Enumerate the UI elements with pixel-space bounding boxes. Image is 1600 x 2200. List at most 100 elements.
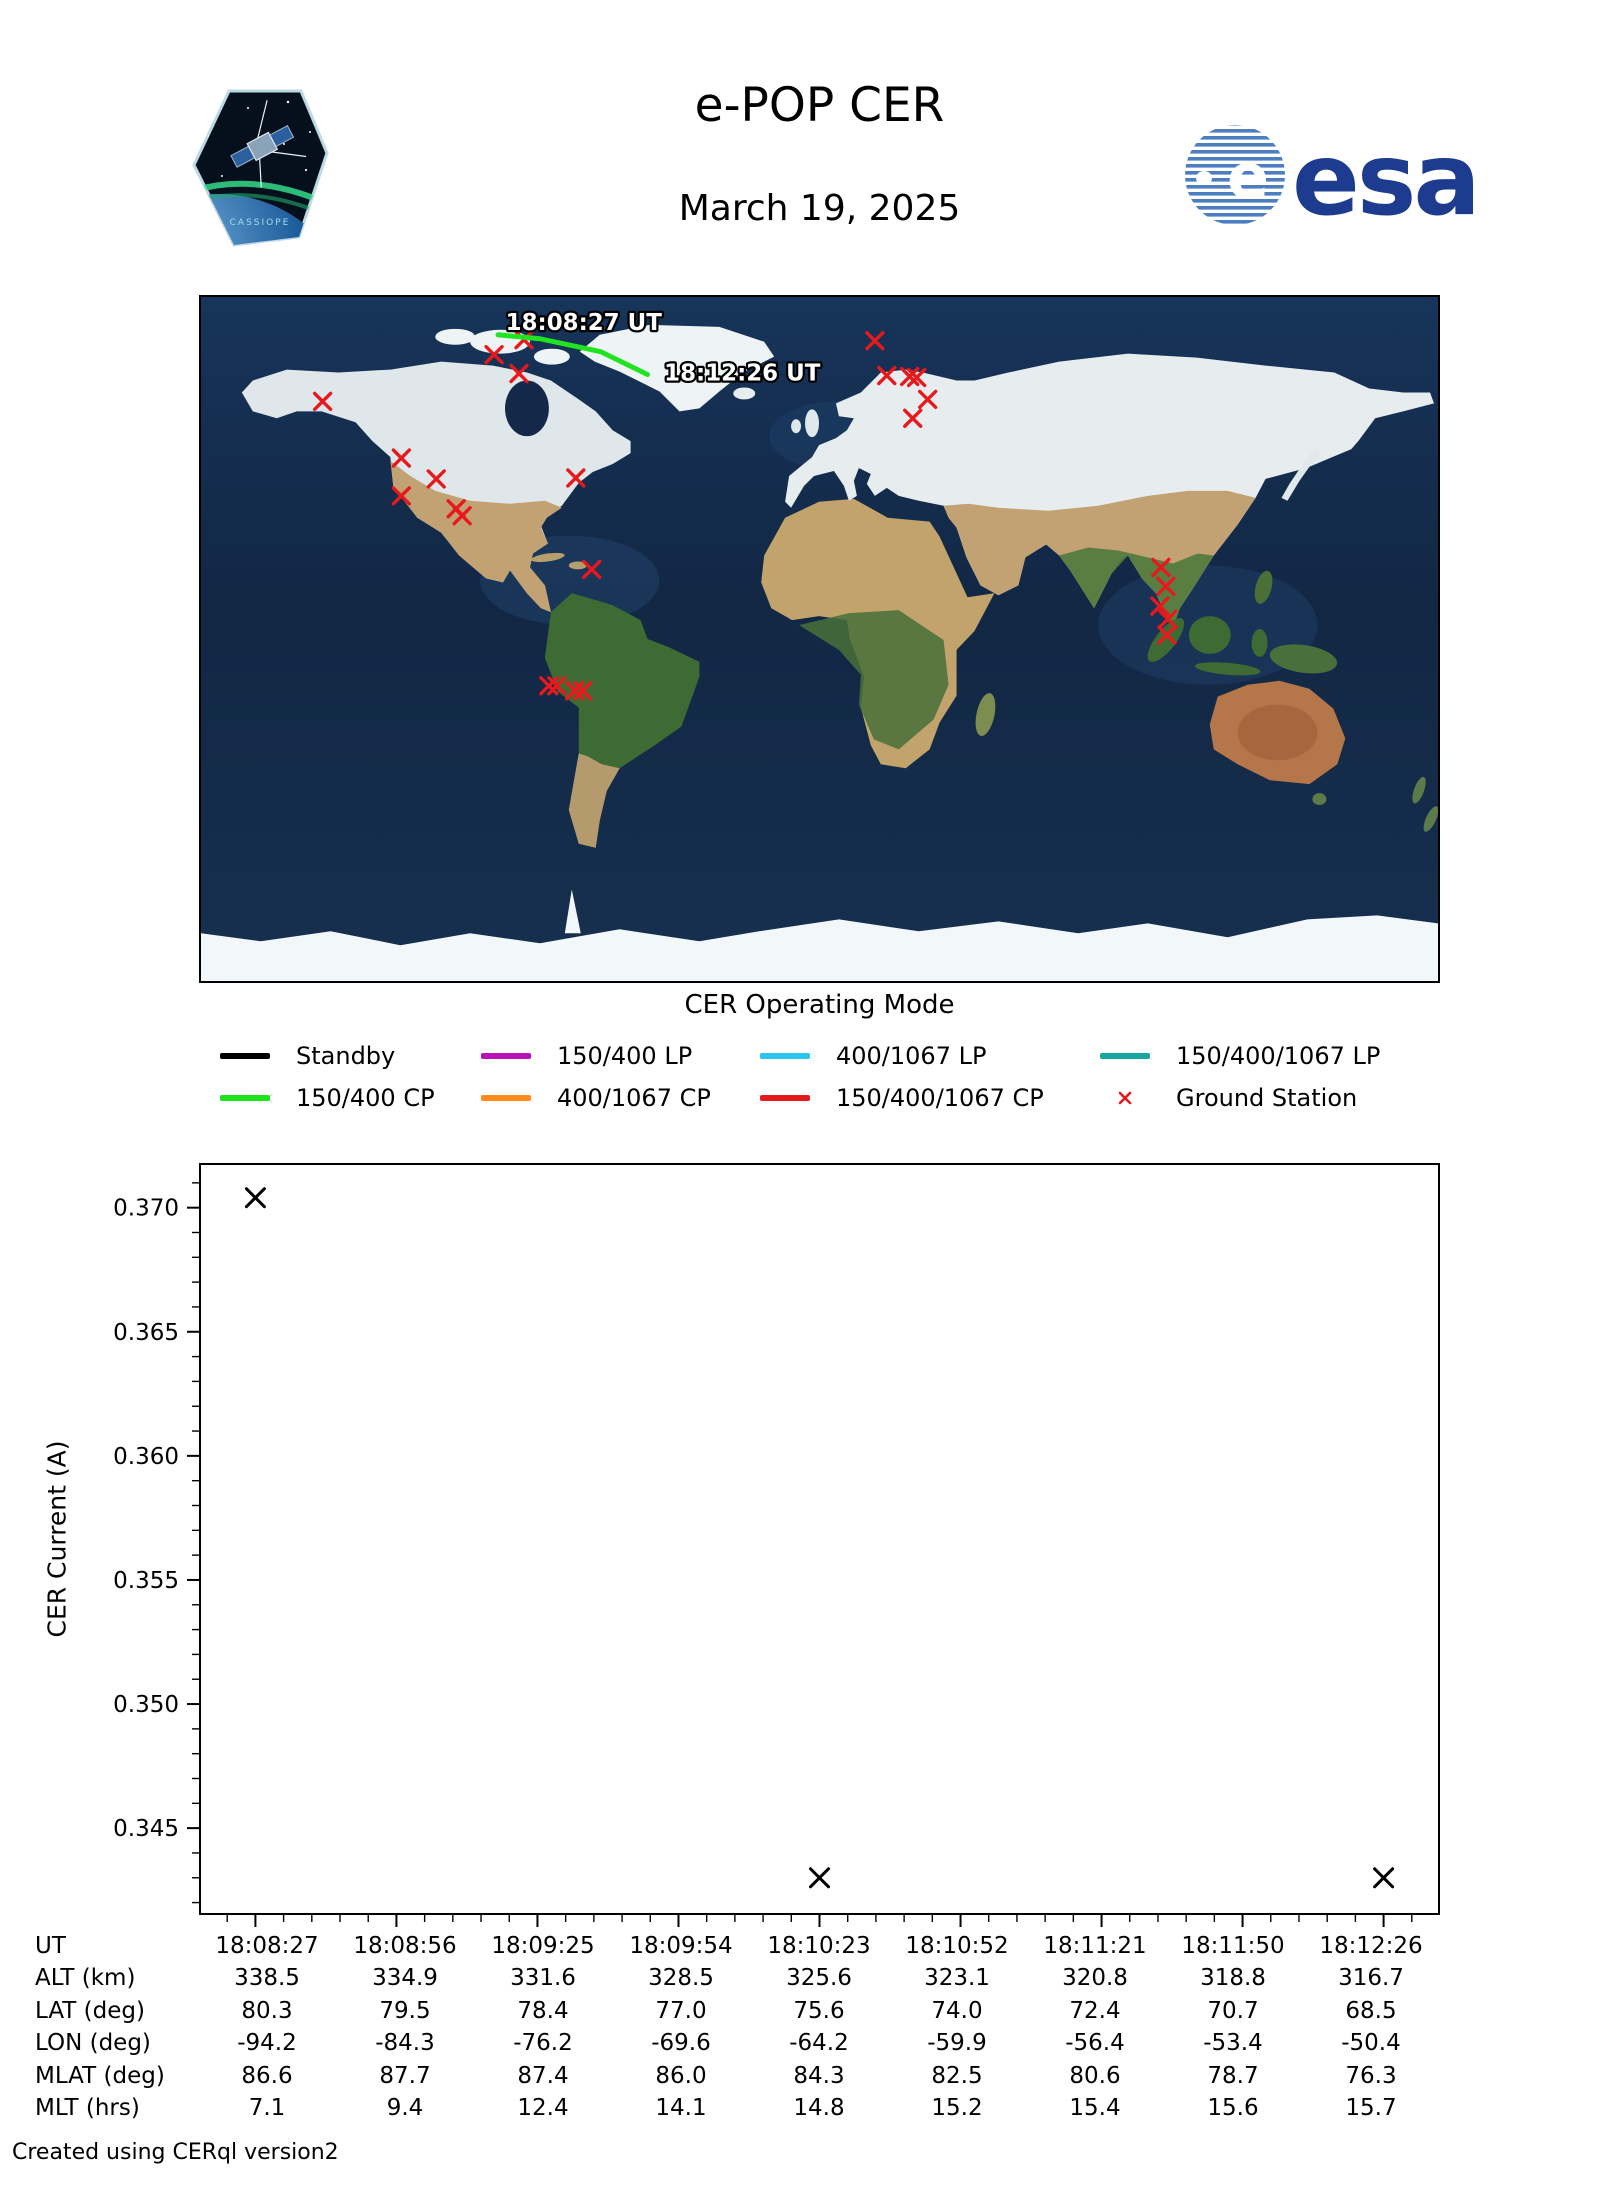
- sulawesi: [1251, 629, 1268, 657]
- ground-station-marker: [391, 448, 412, 468]
- table-row: UT 18:08:27 18:08:56 18:09:25 18:09:54 18:10:…: [35, 1930, 1440, 1962]
- page-title: e-POP CER: [694, 78, 945, 133]
- legend-item: 400/1067 CP: [481, 1083, 711, 1113]
- legend-line-swatch: [760, 1095, 810, 1101]
- table-cell: 14.8: [793, 2094, 845, 2121]
- legend-line-swatch: [220, 1095, 270, 1101]
- madagascar: [975, 693, 996, 737]
- legend-item-label: 400/1067 CP: [557, 1084, 711, 1112]
- table-cell: 18:10:23: [767, 1933, 871, 1959]
- table-cell: 74.0: [931, 1997, 983, 2024]
- greenland: [579, 324, 775, 412]
- table-cell: 76.3: [1345, 2062, 1397, 2089]
- table-cell: 18:08:27: [215, 1933, 319, 1959]
- satellite-track: [495, 332, 651, 378]
- table-cell: 82.5: [931, 2062, 983, 2089]
- legend-item: 150/400 CP: [220, 1083, 435, 1113]
- legend-x-marker: [1100, 1088, 1150, 1108]
- new-guinea: [1269, 644, 1338, 674]
- ground-station-marker: [573, 681, 593, 701]
- track-end-time-label: 18:12:26 UT: [664, 361, 821, 387]
- table-cell: 18:09:25: [491, 1933, 595, 1959]
- legend-item: Ground Station: [1100, 1083, 1357, 1113]
- britain: [805, 409, 820, 438]
- table-cell: 78.4: [517, 1997, 569, 2024]
- hudson-bay: [505, 380, 549, 437]
- table-cell: 80.6: [1069, 2062, 1121, 2089]
- ground-station-marker: [312, 391, 333, 412]
- ground-station-marker: [917, 389, 938, 410]
- credit-text: Created using CERql version2: [12, 2140, 339, 2165]
- esa-wordmark: esa: [1292, 121, 1481, 238]
- south-asia-land: [1059, 547, 1214, 628]
- table-cell: 86.6: [241, 2062, 293, 2089]
- table-cell: 75.6: [793, 1997, 845, 2024]
- ground-station-marker: [484, 345, 504, 365]
- plot-frame: [199, 1163, 1440, 1915]
- data-point-marker: [809, 1867, 830, 1889]
- legend-line-swatch: [481, 1053, 531, 1059]
- data-point-marker: [1373, 1867, 1395, 1889]
- ground-station-marker: [391, 486, 412, 506]
- new-zealand: [1412, 776, 1426, 804]
- ground-station-marker: [865, 331, 885, 351]
- table-cell: -50.4: [1341, 2030, 1401, 2057]
- table-cell: 331.6: [510, 1965, 576, 1992]
- table-cell: -56.4: [1065, 2030, 1125, 2057]
- legend-item: 150/400 LP: [481, 1041, 692, 1071]
- table-cell: 70.7: [1207, 1997, 1259, 2024]
- table-cell: 87.7: [379, 2062, 431, 2089]
- y-tick-label: 0.370: [113, 1196, 179, 1222]
- ireland: [791, 419, 802, 434]
- legend-item-label: Standby: [296, 1042, 396, 1070]
- table-cell: 334.9: [372, 1965, 438, 1992]
- table-cell: 338.5: [234, 1965, 300, 1992]
- table-row-label: LAT (deg): [35, 1997, 145, 2024]
- cassiope-wordmark: CASSIOPE: [230, 218, 291, 228]
- ground-station-marker: [452, 506, 472, 526]
- table-cell: 12.4: [517, 2094, 569, 2121]
- table-cell: 78.7: [1207, 2062, 1259, 2089]
- esa-globe-e: e: [1227, 140, 1269, 213]
- table-cell: 18:08:56: [353, 1933, 457, 1959]
- ground-station-marker: [1156, 576, 1176, 596]
- legend-item: 150/400/1067 LP: [1100, 1041, 1380, 1071]
- cer-current-chart: 0.345 0.350 0.355 0.360 0.365 0.370: [113, 1163, 1440, 1927]
- borneo: [1188, 616, 1231, 654]
- y-tick-label: 0.360: [113, 1444, 179, 1470]
- table-cell: 320.8: [1062, 1965, 1128, 1992]
- table-row: MLT (hrs) 7.1 9.4 12.4 14.1 14.8 15.2 15.4 15.6 1…: [35, 2092, 1440, 2124]
- java: [1194, 662, 1261, 676]
- philippines: [1254, 570, 1273, 604]
- ground-station-marker: [509, 363, 529, 384]
- table-cell: 68.5: [1345, 1997, 1397, 2024]
- table-cell: 18:11:21: [1043, 1933, 1147, 1959]
- table-cell: 316.7: [1338, 1965, 1404, 1992]
- legend-item-label: Ground Station: [1176, 1084, 1358, 1112]
- table-cell: 15.2: [931, 2094, 983, 2121]
- patagonia: [568, 753, 620, 848]
- ground-station-marker: [539, 676, 559, 696]
- legend-line-swatch: [481, 1095, 531, 1101]
- table-row-label: UT: [35, 1933, 66, 1959]
- table-cell: -59.9: [927, 2030, 987, 2057]
- table-cell: 18:12:26: [1319, 1933, 1423, 1959]
- cassiope-mission-patch: CASSIOPE: [192, 89, 329, 247]
- world-map-panel: 18:08:27 UT 18:12:26 UT: [199, 295, 1440, 983]
- table-row-label: MLAT (deg): [35, 2062, 165, 2089]
- ground-station-marker: [1150, 596, 1170, 616]
- table-cell: -94.2: [237, 2030, 297, 2057]
- table-row: LAT (deg) 80.3 79.5 78.4 77.0 75.6 74.0 72.4 70.…: [35, 1995, 1440, 2027]
- table-row-label: MLT (hrs): [35, 2094, 140, 2121]
- table-cell: 79.5: [379, 1997, 431, 2024]
- ephemeris-table: UT 18:08:27 18:08:56 18:09:25 18:09:54 18:10:…: [35, 1930, 1440, 2124]
- table-cell: 80.3: [241, 1997, 293, 2024]
- page-date: March 19, 2025: [678, 188, 961, 229]
- table-cell: 84.3: [793, 2062, 845, 2089]
- table-cell: -53.4: [1203, 2030, 1263, 2057]
- table-cell: 14.1: [655, 2094, 707, 2121]
- legend-item: 400/1067 LP: [760, 1041, 986, 1071]
- legend-line-swatch: [220, 1053, 270, 1059]
- table-cell: -76.2: [513, 2030, 573, 2057]
- ground-station-marker: [565, 681, 585, 701]
